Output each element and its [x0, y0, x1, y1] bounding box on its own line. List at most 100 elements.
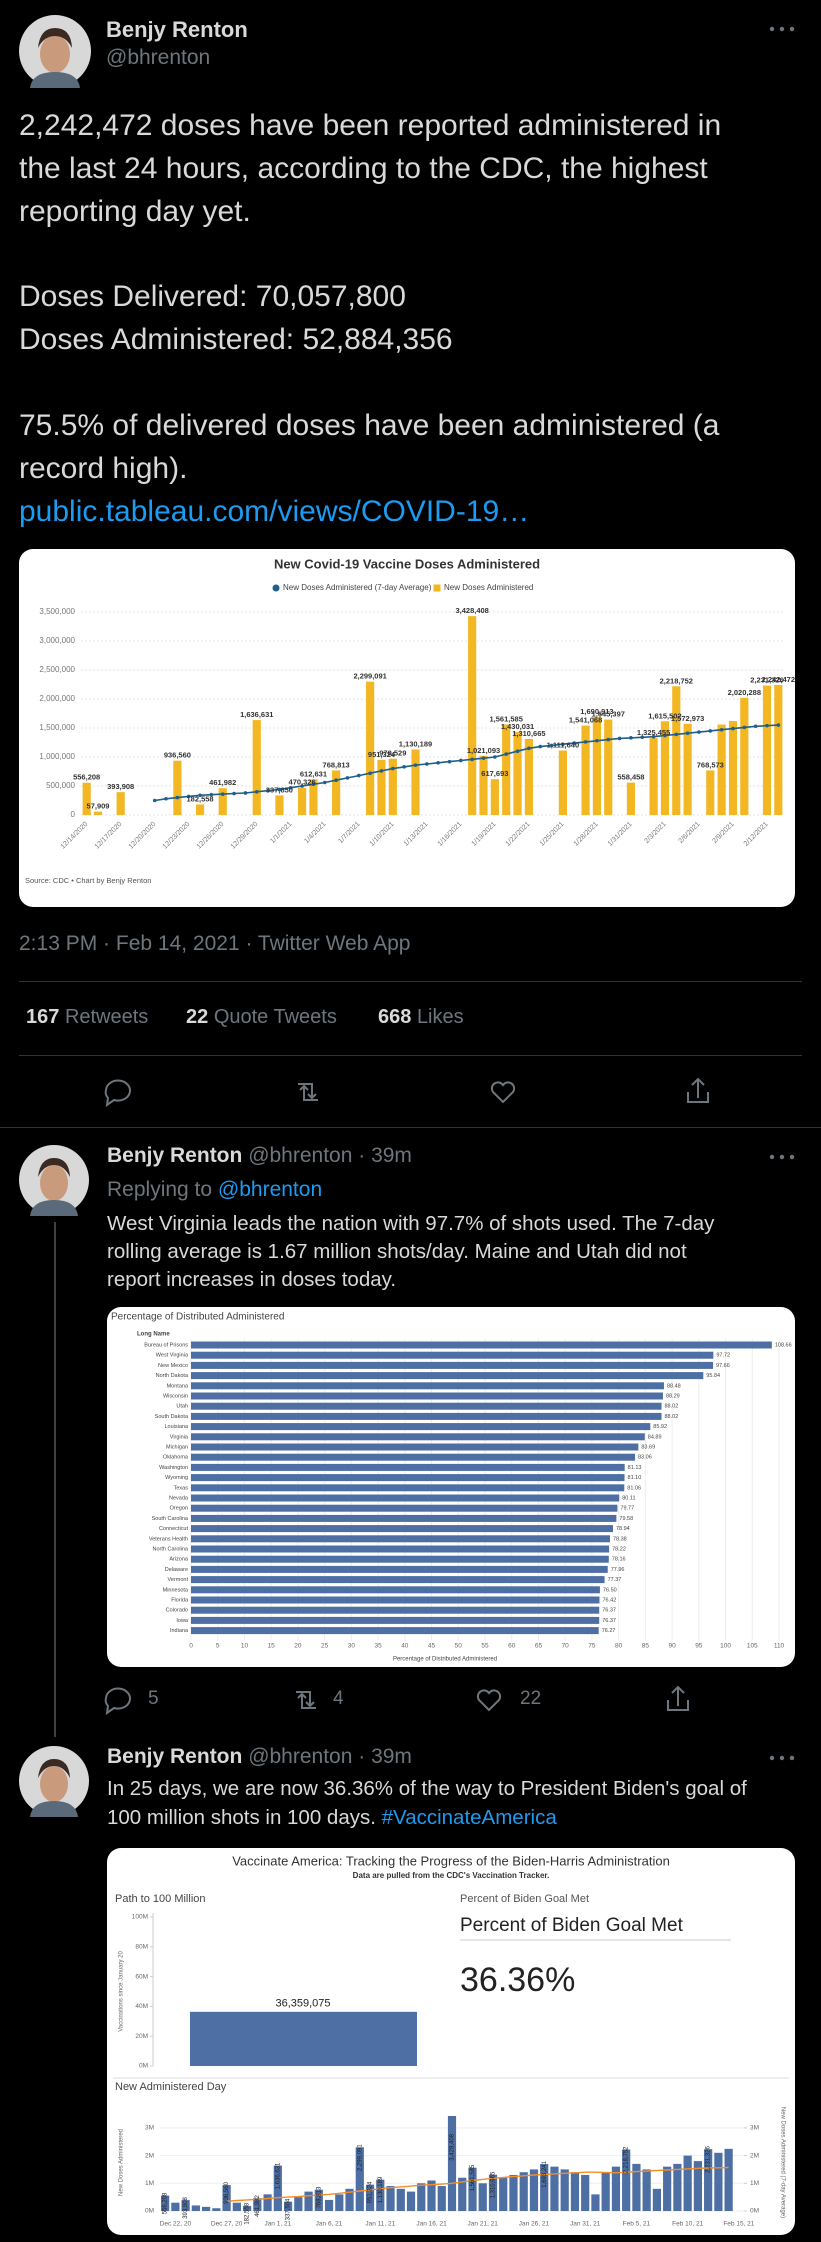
bar — [447, 2115, 457, 2211]
bar — [218, 788, 227, 815]
avatar[interactable] — [18, 1144, 90, 1216]
data-label: 88.02 — [665, 1404, 679, 1410]
bar — [191, 1576, 605, 1584]
x-tick-label: 2/6/2021 — [677, 821, 701, 845]
reply-button[interactable] — [104, 1687, 131, 1716]
data-label: 57,909 — [87, 802, 110, 811]
data-label: 1,310,665 — [512, 729, 545, 738]
bar — [191, 1606, 600, 1614]
avatar[interactable] — [18, 1745, 90, 1817]
bar — [488, 2174, 498, 2211]
x-tick-label: 12/29/2020 — [230, 821, 260, 851]
bar — [191, 1565, 608, 1573]
bar — [191, 1545, 610, 1553]
x-tick-label: 2/12/2021 — [743, 821, 770, 848]
x-tick-label: 5 — [216, 1643, 220, 1650]
more-menu[interactable] — [768, 1152, 796, 1162]
dashboard-image[interactable]: Vaccinate America: Tracking the Progress… — [107, 1848, 795, 2235]
data-label: 81.06 — [627, 1485, 641, 1491]
line-point — [379, 769, 384, 773]
y-tick-label: 1,000,000 — [39, 752, 75, 761]
hashtag[interactable]: #VaccinateAmerica — [381, 1806, 557, 1829]
data-label: 1,572,973 — [671, 714, 704, 723]
stat[interactable]: 167 Retweets — [26, 1006, 148, 1029]
y-tick-label: 60M — [135, 1973, 148, 1980]
x-tick-label: 80 — [615, 1643, 623, 1650]
stat[interactable]: 668 Likes — [378, 1006, 464, 1029]
bar — [283, 2201, 293, 2211]
more-menu[interactable] — [768, 24, 796, 34]
mention[interactable]: @bhrenton — [217, 1178, 323, 1201]
data-label: 97.66 — [716, 1363, 730, 1369]
bar — [252, 720, 261, 815]
x-tick-label: 50 — [455, 1643, 463, 1650]
chart-image[interactable]: New Covid-19 Vaccine Doses Administered N… — [19, 549, 795, 907]
bar — [558, 750, 567, 815]
avatar[interactable] — [18, 14, 92, 88]
data-label: 393,908 — [183, 2196, 189, 2218]
stat-label: Likes — [416, 1006, 464, 1028]
line-point — [493, 755, 497, 759]
bar — [519, 2172, 528, 2211]
author-name[interactable]: Benjy Renton — [106, 17, 248, 42]
stat[interactable]: 22 Quote Tweets — [186, 1006, 337, 1029]
x-tick-label: 15 — [268, 1643, 276, 1650]
author-name[interactable]: Benjy Renton — [107, 1745, 243, 1768]
bar — [660, 721, 670, 815]
x-tick-label: Jan 21, 21 — [468, 2221, 499, 2228]
stat-count: 22 — [186, 1006, 209, 1028]
author-handle[interactable]: @bhrenton · 39m — [248, 1144, 412, 1167]
more-menu[interactable] — [768, 1753, 796, 1763]
data-label: 108.66 — [775, 1342, 792, 1348]
line-point — [436, 761, 440, 765]
bar — [191, 1504, 618, 1512]
author-name[interactable]: Benjy Renton — [107, 1144, 243, 1167]
tweet-link[interactable]: public.tableau.com/views/COVID-19… — [19, 495, 530, 528]
like-button[interactable] — [490, 1081, 516, 1104]
retweet-button[interactable] — [296, 1691, 316, 1709]
like-button[interactable] — [476, 1689, 502, 1712]
data-label: 88.02 — [665, 1414, 679, 1420]
bar — [191, 1627, 599, 1635]
x-tick-label: 1/4/2021 — [303, 821, 327, 845]
legend-label: New Doses Administered (7-day Average) — [283, 583, 432, 592]
bar — [355, 2147, 364, 2211]
timestamp[interactable]: 2:13 PM · Feb 14, 2021 · Twitter Web App — [19, 932, 411, 955]
x-tick-label: 10 — [241, 1643, 249, 1650]
line-point — [356, 773, 361, 778]
data-label: 1,021,093 — [467, 746, 500, 755]
line-point — [561, 742, 565, 747]
author-handle[interactable]: @bhrenton — [106, 46, 211, 69]
bar — [509, 2174, 518, 2211]
bar — [693, 2161, 702, 2211]
data-label: 2,231,326 — [750, 676, 783, 685]
line-point — [266, 788, 270, 793]
line-point — [288, 785, 293, 790]
reply-header: Benjy Renton @bhrenton · 39m — [107, 1745, 412, 1769]
bar — [683, 2155, 692, 2211]
tweet-text-line: 100 million shots in 100 days. — [107, 1806, 376, 1829]
line-point — [742, 725, 747, 730]
bar — [191, 1412, 662, 1420]
bar — [468, 616, 477, 815]
bar — [642, 2169, 651, 2211]
data-label: 1,615,502 — [648, 711, 681, 720]
chart-image[interactable]: Percentage of Distributed Administered Lo… — [107, 1307, 795, 1667]
line-point — [277, 787, 282, 792]
reply-button[interactable] — [104, 1079, 131, 1108]
x-tick-label: 45 — [428, 1643, 436, 1650]
y-tick-label: Wyoming — [165, 1475, 188, 1481]
data-label: 1,645,397 — [592, 710, 625, 719]
share-button[interactable] — [667, 1685, 689, 1711]
bar — [632, 2163, 641, 2211]
bar — [191, 1474, 625, 1482]
share-button[interactable] — [687, 1077, 709, 1103]
y-tick-label: Indiana — [170, 1628, 189, 1634]
y-axis-title: Vaccinations since January 20 — [119, 1951, 125, 2032]
author-handle[interactable]: @bhrenton · 39m — [248, 1745, 412, 1768]
retweet-button[interactable] — [298, 1083, 318, 1101]
panel-title: Path to 100 Million — [115, 1893, 206, 1905]
y-tick-label: 2,500,000 — [39, 665, 75, 674]
line-point — [617, 736, 622, 741]
